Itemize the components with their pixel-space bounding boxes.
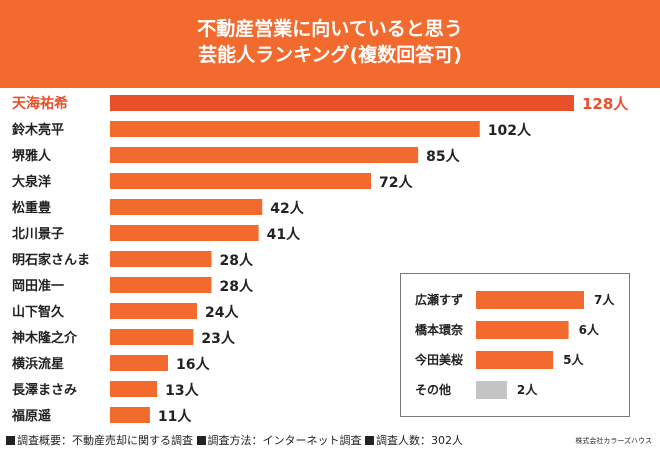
category-label: 松重豊 xyxy=(12,200,51,216)
bar xyxy=(110,95,574,111)
value-label: 11人 xyxy=(158,408,192,425)
bar xyxy=(110,251,212,267)
category-label: 堺雅人 xyxy=(12,148,52,164)
others-value-label: 2人 xyxy=(517,382,538,397)
chart-title-line2: 芸能人ランキング(複数回答可) xyxy=(198,44,462,66)
others-category-label: 今田美桜 xyxy=(414,352,463,367)
bar xyxy=(110,199,263,215)
bar xyxy=(110,329,194,345)
others-inset-box: 広瀬すず 7人橋本環奈 6人今田美桜 5人その他 2人 xyxy=(400,273,630,417)
category-label: 鈴木亮平 xyxy=(12,122,64,138)
bar xyxy=(110,225,259,241)
bar xyxy=(110,121,480,137)
others-value-label: 6人 xyxy=(579,322,600,337)
category-label: 天海祐希 xyxy=(12,95,68,112)
category-label: 福原遥 xyxy=(11,408,51,424)
others-bar xyxy=(476,381,507,399)
others-bar xyxy=(476,291,584,309)
bar xyxy=(110,303,197,319)
value-label: 85人 xyxy=(426,148,460,165)
bar xyxy=(110,407,150,423)
header-banner: 不動産営業に向いていると思う 芸能人ランキング(複数回答可) xyxy=(0,0,660,88)
value-label: 13人 xyxy=(165,382,199,399)
value-label: 72人 xyxy=(379,174,413,191)
value-label: 102人 xyxy=(488,122,532,139)
bullet-square-icon xyxy=(365,436,374,445)
others-category-label: その他 xyxy=(415,382,451,397)
category-label: 明石家さんま xyxy=(12,252,90,268)
value-label: 28人 xyxy=(220,278,254,295)
others-bar xyxy=(476,351,554,369)
category-label: 神木隆之介 xyxy=(12,330,78,346)
bar xyxy=(110,355,168,371)
survey-footer: 調査概要：不動産売却に関する調査 調査方法：インターネット調査 調査人数：302… xyxy=(6,432,463,448)
others-category-label: 橋本環奈 xyxy=(415,322,464,337)
category-label: 大泉洋 xyxy=(12,174,51,190)
category-label: 北川景子 xyxy=(12,227,64,242)
category-label: 山下智久 xyxy=(12,304,65,320)
survey-count: 調査人数：302人 xyxy=(376,434,463,447)
value-label: 23人 xyxy=(201,330,235,347)
bar xyxy=(110,381,158,397)
survey-method: 調査方法：インターネット調査 xyxy=(207,434,362,447)
others-value-label: 7人 xyxy=(594,292,615,307)
bar xyxy=(110,147,419,163)
company-credit: 株式会社カラーズハウス xyxy=(575,437,652,445)
value-label: 24人 xyxy=(205,304,239,321)
category-label: 長澤まさみ xyxy=(12,382,77,398)
value-label: 41人 xyxy=(267,226,301,243)
value-label: 42人 xyxy=(270,200,304,217)
bullet-square-icon xyxy=(6,436,15,445)
value-label: 128人 xyxy=(582,95,629,113)
others-value-label: 5人 xyxy=(563,352,584,367)
survey-overview: 調査概要：不動産売却に関する調査 xyxy=(17,434,193,447)
value-label: 16人 xyxy=(176,356,210,373)
category-label: 岡田准一 xyxy=(12,278,64,294)
bullet-square-icon xyxy=(196,436,206,445)
others-category-label: 広瀬すず xyxy=(415,292,463,307)
bar xyxy=(110,277,212,293)
chart-title-line1: 不動産営業に向いていると思う xyxy=(197,18,463,40)
bar xyxy=(110,173,371,189)
category-label: 横浜流星 xyxy=(12,356,64,372)
others-bar xyxy=(476,321,569,339)
value-label: 28人 xyxy=(220,252,254,269)
